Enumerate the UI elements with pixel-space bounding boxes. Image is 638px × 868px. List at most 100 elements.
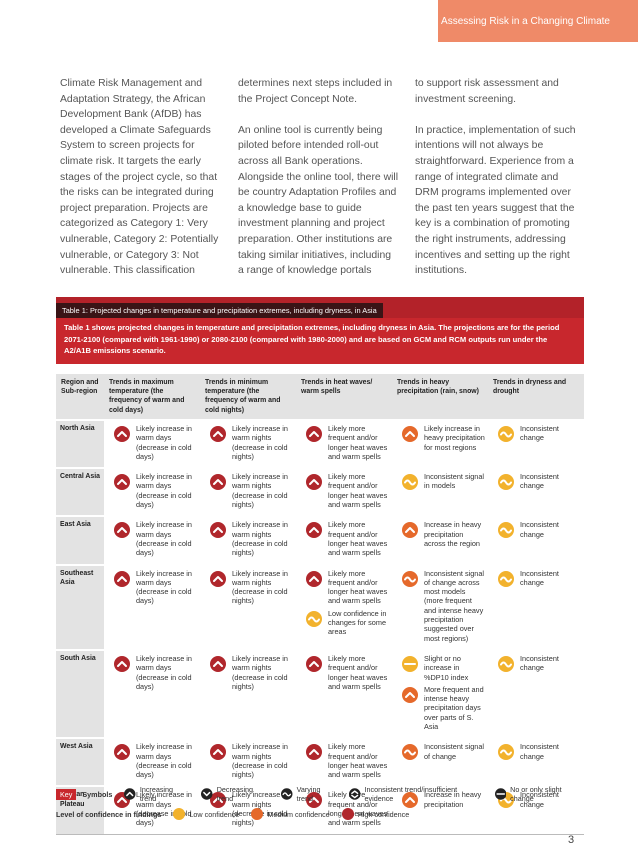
trend-icon	[402, 792, 418, 809]
icon-circle	[210, 655, 226, 672]
table-row: Southeast Asia Likely increase in warm da…	[56, 563, 584, 651]
trend-icon	[210, 570, 226, 587]
cell-text: Likely increase in warm days (decrease i…	[136, 790, 192, 828]
cell-entry: Slight or no increase in %DP10 index	[396, 654, 485, 682]
cell-entry: Likely more frequent and/or longer heat …	[300, 424, 389, 461]
trend-icon	[210, 792, 226, 809]
table-row: East Asia Likely increase in warm days (d…	[56, 515, 584, 566]
icon-glyph	[500, 431, 512, 438]
icon-circle	[402, 686, 418, 703]
trend-icon	[306, 425, 322, 442]
icon-circle	[402, 792, 418, 809]
cell-entry: More frequent and intense heavy precipit…	[396, 685, 485, 731]
icon-circle	[114, 570, 130, 587]
cell-entry: Likely increase in warm nights (decrease…	[204, 520, 293, 557]
table-cell: Likely more frequent and/or longer heat …	[296, 418, 392, 469]
header-title: Assessing Risk in a Changing Climate	[441, 15, 610, 27]
trend-icon	[114, 474, 130, 491]
icon-glyph	[309, 575, 319, 582]
icon-glyph	[213, 479, 223, 486]
cell-text: Likely more frequent and/or longer heat …	[328, 568, 388, 606]
key-label: Key	[56, 788, 77, 800]
icon-circle	[306, 570, 322, 587]
cell-text: Likely increase in warm days (decrease i…	[136, 742, 192, 780]
icon-glyph	[309, 660, 319, 667]
region-cell: Southeast Asia	[56, 563, 104, 651]
text-column: to support risk assessment and investmen…	[415, 76, 580, 294]
cell-text: Likely more frequent and/or longer heat …	[328, 742, 388, 780]
key: Key Symbols Increasing trend Decreasing t…	[56, 785, 584, 822]
cell-text: Inconsistent change	[520, 472, 559, 491]
cell-entry: Likely increase in warm days (decrease i…	[108, 654, 197, 691]
cell-entry: Likely increase in warm days (decrease i…	[108, 472, 197, 509]
cell-entry: Likely increase in warm days (decrease i…	[108, 742, 197, 779]
cell-text: Likely increase in warm days (decrease i…	[136, 520, 192, 558]
icon-glyph	[213, 797, 223, 804]
cell-text: Inconsistent change	[520, 520, 559, 539]
table-box: Table 1: Projected changes in temperatur…	[56, 297, 584, 835]
cell-entry: Likely increase in warm days (decrease i…	[108, 569, 197, 606]
column-header: Region and Sub-region	[56, 373, 104, 420]
caption-band: Table 1: Projected changes in temperatur…	[56, 297, 584, 318]
icon-circle	[402, 522, 418, 539]
confidence-label: Level of confidence in findings	[56, 809, 162, 819]
column-header: Trends in dryness and drought	[488, 373, 584, 420]
icon-glyph	[309, 797, 319, 804]
icon-glyph	[405, 797, 415, 804]
trend-icon	[124, 788, 136, 800]
trend-icon	[306, 655, 322, 672]
cell-text: Likely increase in heavy precipitation f…	[424, 423, 485, 452]
cell-entry: Likely more frequent and/or longer heat …	[300, 790, 389, 827]
symbol-label: Increasing trend	[139, 785, 174, 803]
cell-text: Likely increase in warm days (decrease i…	[136, 472, 192, 510]
table-cell: Likely increase in warm days (decrease i…	[104, 418, 200, 469]
icon-glyph	[404, 749, 416, 756]
icon-glyph	[203, 791, 211, 797]
cell-text: Inconsistent change	[520, 790, 559, 809]
cell-entry: Likely increase in warm nights (decrease…	[204, 654, 293, 691]
cell-text: Likely increase in warm nights (decrease…	[232, 423, 288, 461]
table-cell: Likely increase in warm nights (decrease…	[200, 515, 296, 566]
cell-text: Inconsistent change	[520, 423, 559, 443]
page-number: 3	[568, 834, 575, 846]
trend-icon	[498, 744, 514, 761]
cell-entry: Likely increase in warm nights (decrease…	[204, 742, 293, 779]
icon-glyph	[309, 527, 319, 534]
column-header: Trends in maximum temperature (the frequ…	[104, 373, 200, 420]
icon-circle	[114, 522, 130, 539]
region-cell: East Asia	[56, 515, 104, 566]
table-row: West Asia Likely increase in warm days (d…	[56, 737, 584, 787]
table-cell: Likely increase in warm nights (decrease…	[200, 648, 296, 739]
table-cell: Inconsistent signal in models	[392, 467, 488, 517]
trend-icon	[114, 425, 130, 442]
table-cell: Likely more frequent and/or longer heat …	[296, 467, 392, 517]
icon-circle	[402, 425, 418, 442]
cell-entry: Likely increase in heavy precipitation f…	[396, 424, 485, 452]
table-cell: Likely more frequent and/or longer heat …	[296, 563, 392, 651]
cell-entry: Inconsistent signal in models	[396, 472, 485, 491]
icon-circle	[114, 425, 130, 442]
cell-text: Inconsistent change	[520, 653, 559, 673]
trend-icon	[402, 686, 418, 703]
trend-icon	[306, 522, 322, 539]
trend-icon	[306, 474, 322, 491]
cell-text: More frequent and intense heavy precipit…	[424, 684, 484, 731]
paragraph: determines next steps included in the Pr…	[238, 78, 393, 105]
table-cell: Slight or no increase in %DP10 index More…	[392, 648, 488, 739]
trend-icon	[402, 655, 418, 672]
icon-circle	[210, 570, 226, 587]
symbol-label: No or only slight change	[510, 785, 562, 803]
confidence-dot	[251, 808, 264, 820]
key-confidence: Level of confidence in findings Low conf…	[56, 806, 584, 822]
icon-circle	[306, 474, 322, 491]
cell-text: Increase in heavy precipitation across t…	[424, 520, 482, 548]
icon-circle	[201, 788, 213, 800]
cell-entry: Inconsistent change	[492, 424, 581, 443]
cell-entry: Inconsistent change	[492, 520, 581, 539]
table-caption: Table 1: Projected changes in temperatur…	[56, 303, 383, 318]
cell-entry: Inconsistent change	[492, 654, 581, 673]
icon-glyph	[500, 749, 512, 756]
icon-circle	[210, 744, 226, 761]
trend-icon	[306, 610, 322, 627]
cell-entry: Inconsistent signal of change across mos…	[396, 569, 485, 643]
